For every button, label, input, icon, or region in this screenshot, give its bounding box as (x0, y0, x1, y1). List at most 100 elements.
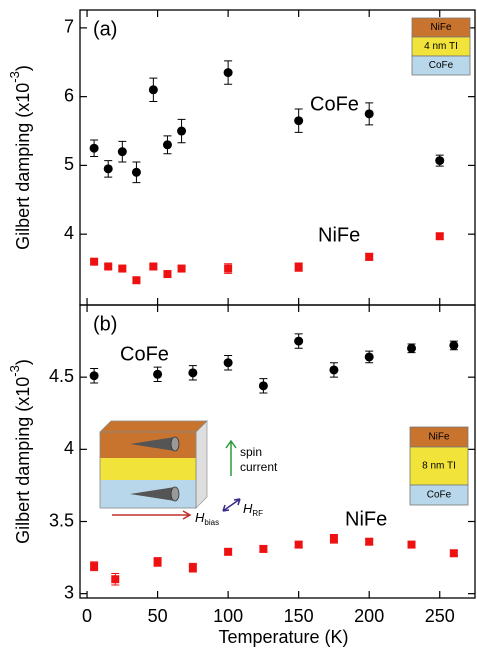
y-tick-label: 3 (64, 582, 74, 602)
y-tick-label: 4.5 (49, 366, 74, 386)
data-point (89, 371, 99, 381)
layer-label: NiFe (430, 22, 452, 33)
data-point (435, 232, 444, 241)
data-point (89, 143, 99, 153)
y-label-text: ) (13, 359, 33, 365)
data-point (188, 563, 197, 572)
plot-frame (79, 304, 476, 599)
y-tick-label: 4 (64, 438, 74, 458)
y-label-exponent: -3 (7, 365, 22, 377)
data-point (294, 540, 303, 549)
data-point (131, 167, 141, 177)
layer-label: 4 nm TI (424, 41, 458, 52)
y-label-exponent: -3 (7, 71, 22, 83)
data-point (435, 156, 445, 166)
data-point (104, 262, 113, 271)
data-point (90, 562, 99, 571)
layer-label: CoFe (427, 490, 452, 501)
x-axis-label: Temperature (K) (218, 627, 348, 647)
data-point (449, 549, 458, 558)
layer-outline (99, 431, 197, 509)
spin-current-label: current (240, 460, 278, 474)
layer-label: CoFe (429, 60, 454, 71)
data-point (364, 352, 374, 362)
data-point (177, 126, 187, 136)
data-point (294, 263, 303, 272)
y-tick-label: 3.5 (49, 510, 74, 530)
h-rf-sub: RF (252, 509, 263, 518)
spin-arrow (225, 439, 237, 476)
data-point (162, 140, 172, 150)
y-tick-label: 6 (64, 85, 74, 105)
panel-label: (b) (93, 313, 117, 335)
data-point (365, 537, 374, 546)
data-point (111, 575, 120, 584)
data-point (294, 336, 304, 346)
data-point (407, 540, 416, 549)
series-label: CoFe (310, 93, 359, 115)
data-point (223, 68, 233, 78)
y-label-text: Gilbert damping (x10 (13, 83, 33, 250)
layer-box (411, 55, 471, 76)
data-point (224, 264, 233, 273)
y-tick-label: 7 (64, 17, 74, 37)
series-label: NiFe (318, 224, 360, 246)
h-bias-arrow (112, 510, 192, 520)
magnet-cone-base (170, 486, 180, 502)
h-bias-label: Hbias (195, 510, 219, 527)
data-point (223, 358, 233, 368)
x-tick-label: 150 (284, 606, 314, 626)
y-label-text: Gilbert damping (x10 (13, 377, 33, 544)
layer-label: NiFe (428, 432, 450, 443)
layer-box (409, 484, 469, 506)
panel-label: (a) (93, 18, 117, 40)
h-rf-arrow (222, 498, 241, 512)
data-point (224, 547, 233, 556)
h-bias-sub: bias (204, 518, 219, 527)
x-tick-label: 50 (148, 606, 168, 626)
data-point (117, 147, 127, 157)
x-tick-label: 100 (213, 606, 243, 626)
h-rf-symbol: H (243, 501, 253, 516)
data-point (148, 85, 158, 95)
data-point (407, 343, 417, 353)
data-point (449, 340, 459, 350)
y-axis-label: Gilbert damping (x10-3) (7, 65, 32, 250)
data-point (294, 116, 304, 126)
series-label: CoFe (120, 343, 169, 365)
y-axis-label: Gilbert damping (x10-3) (7, 359, 32, 544)
x-tick-label: 0 (82, 606, 92, 626)
data-point (329, 534, 338, 543)
data-point (132, 276, 141, 285)
layer-box (409, 446, 469, 486)
data-point (103, 164, 113, 174)
data-point (153, 369, 163, 379)
y-label-text: ) (13, 65, 33, 71)
data-point (118, 264, 127, 273)
data-point (364, 109, 374, 119)
layer-label: 8 nm TI (422, 461, 456, 472)
magnet-cone (130, 487, 175, 501)
data-point (188, 368, 198, 378)
magnet-cone (130, 437, 175, 451)
data-point (153, 557, 162, 566)
layer-top (99, 420, 208, 433)
spin-current-label: spin (240, 445, 262, 459)
series-label: NiFe (345, 508, 387, 530)
data-point (90, 257, 99, 266)
data-point (258, 381, 268, 391)
y-tick-label: 5 (64, 154, 74, 174)
data-point (177, 264, 186, 273)
x-tick-label: 250 (425, 606, 455, 626)
magnet-cone-base (170, 436, 180, 452)
y-tick-label: 4 (64, 223, 74, 243)
x-tick-label: 200 (354, 606, 384, 626)
data-point (365, 252, 374, 261)
layer-side (195, 420, 208, 509)
data-point (149, 262, 158, 271)
data-point (329, 365, 339, 375)
h-bias-symbol: H (195, 510, 205, 525)
data-point (259, 544, 268, 553)
data-point (163, 270, 172, 279)
